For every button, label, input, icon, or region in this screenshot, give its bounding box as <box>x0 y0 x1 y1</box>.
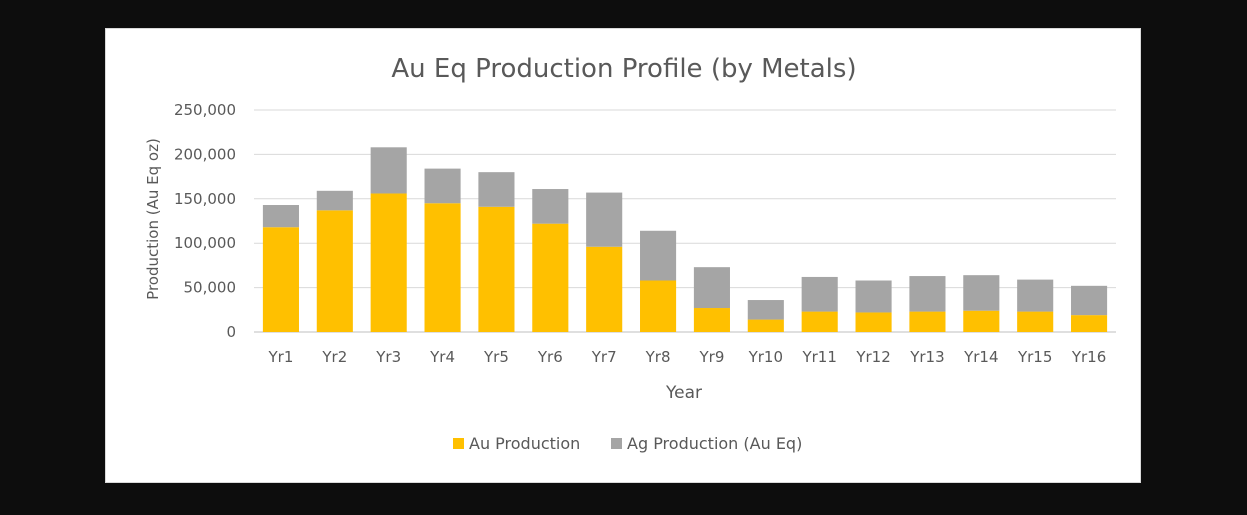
bar-au-production <box>532 223 569 332</box>
bar-ag-production <box>1071 285 1108 316</box>
bar-ag-production <box>370 147 407 194</box>
x-axis-ticks: Yr1 Yr2 Yr3 Yr4 Yr5 Yr6 Yr7 Yr8 Yr9 Yr10 Yr11 Yr12 Y… <box>268 348 1107 366</box>
y-tick-label: 100,000 <box>174 234 236 252</box>
bar-ag-production <box>855 280 892 313</box>
bar-au-production <box>855 312 892 332</box>
x-tick-label: Yr1 <box>268 348 294 366</box>
bar-au-production <box>586 246 623 332</box>
chart-svg: Au Eq Production Profile (by Metals) 0 50… <box>144 54 1116 453</box>
bar-ag-production <box>801 276 838 312</box>
bar-au-production <box>1017 311 1054 332</box>
x-tick-label: Yr8 <box>645 348 671 366</box>
bar-ag-production <box>586 192 623 247</box>
bar-ag-production <box>693 267 730 309</box>
y-axis-label: Production (Au Eq oz) <box>144 138 162 300</box>
bars <box>262 147 1108 332</box>
bar-au-production <box>909 311 946 332</box>
x-tick-label: Yr9 <box>699 348 725 366</box>
bar-au-production <box>262 227 299 332</box>
bar-ag-production <box>640 230 677 281</box>
y-tick-label: 50,000 <box>184 279 237 297</box>
bar-au-production <box>640 280 677 332</box>
bar-ag-production <box>1017 279 1054 312</box>
y-tick-label: 250,000 <box>174 101 236 119</box>
bar-au-production <box>747 319 784 332</box>
x-tick-label: Yr11 <box>801 348 836 366</box>
legend-label-ag: Ag Production (Au Eq) <box>627 434 802 453</box>
y-tick-label: 150,000 <box>174 190 236 208</box>
x-tick-label: Yr15 <box>1017 348 1052 366</box>
bar-ag-production <box>478 172 515 207</box>
bar-ag-production <box>262 205 299 228</box>
x-tick-label: Yr16 <box>1071 348 1106 366</box>
x-axis-label: Year <box>665 383 702 403</box>
chart-title: Au Eq Production Profile (by Metals) <box>391 54 856 84</box>
legend: Au Production Ag Production (Au Eq) <box>453 434 802 453</box>
bar-au-production <box>478 206 515 332</box>
legend-label-au: Au Production <box>469 434 580 453</box>
legend-swatch-ag <box>611 438 622 449</box>
y-tick-label: 200,000 <box>174 145 236 163</box>
bar-au-production <box>316 210 353 332</box>
bar-au-production <box>424 203 461 332</box>
bar-ag-production <box>424 168 461 204</box>
y-axis-ticks: 0 50,000 100,000 150,000 200,000 250,000 <box>174 101 236 341</box>
bar-ag-production <box>532 189 569 224</box>
bar-au-production <box>693 308 730 332</box>
x-tick-label: Yr14 <box>963 348 998 366</box>
y-tick-label: 0 <box>226 323 236 341</box>
x-tick-label: Yr7 <box>591 348 617 366</box>
legend-swatch-au <box>453 438 464 449</box>
x-tick-label: Yr10 <box>748 348 783 366</box>
x-tick-label: Yr6 <box>537 348 563 366</box>
bar-ag-production <box>963 275 1000 311</box>
bar-au-production <box>1071 315 1108 332</box>
chart-card: Au Eq Production Profile (by Metals) 0 50… <box>105 28 1141 483</box>
x-tick-label: Yr3 <box>375 348 401 366</box>
x-tick-label: Yr5 <box>483 348 509 366</box>
bar-ag-production <box>316 190 353 211</box>
x-tick-label: Yr12 <box>855 348 890 366</box>
bar-ag-production <box>909 276 946 312</box>
x-tick-label: Yr4 <box>429 348 455 366</box>
bar-au-production <box>370 193 407 332</box>
x-tick-label: Yr13 <box>909 348 944 366</box>
bar-au-production <box>801 311 838 332</box>
x-tick-label: Yr2 <box>321 348 347 366</box>
bar-ag-production <box>747 300 784 320</box>
bar-au-production <box>963 310 1000 332</box>
